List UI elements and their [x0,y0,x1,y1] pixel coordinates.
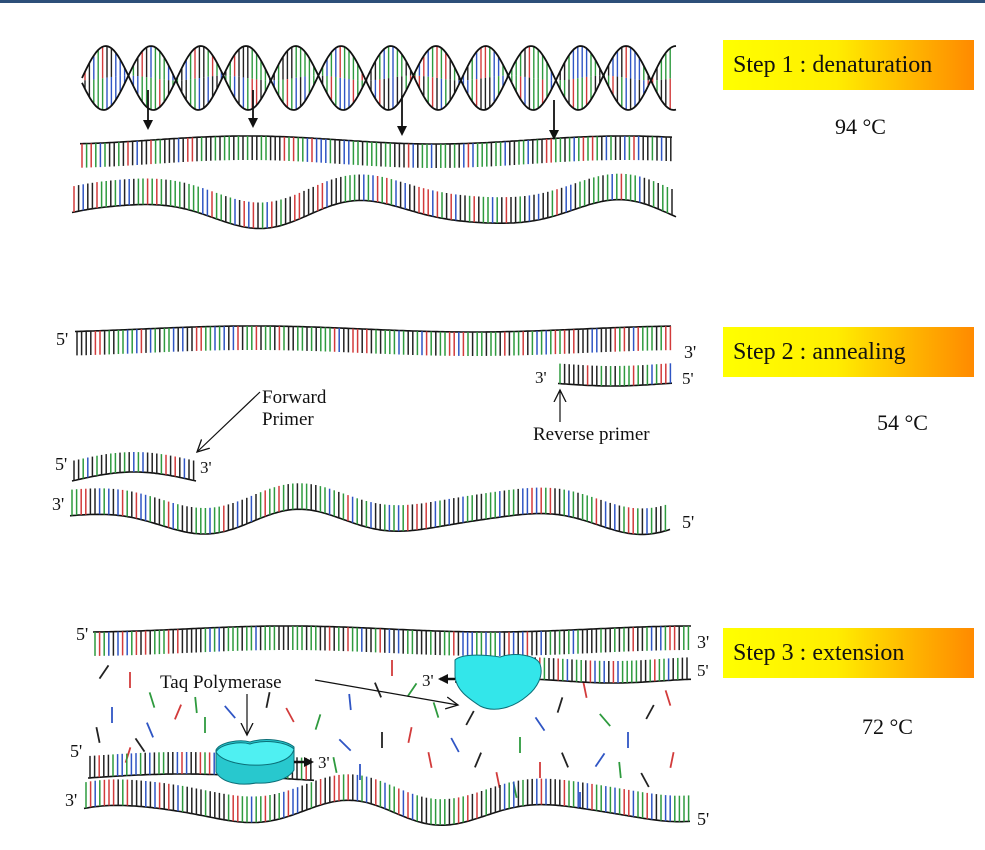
step3-new-3prime: 3' [318,753,330,772]
step1-temperature: 94 °C [835,114,886,139]
step2-top-template-strand [74,325,672,356]
step3-top-template-strand [92,625,691,656]
step3-temperature: 72 °C [862,714,913,739]
step1-label: Step 1 : denaturation [723,40,974,90]
forward-primer-label-line1: Forward [262,387,327,408]
taq-pointer-to-top-enzyme [314,679,458,705]
step2-top-3prime: 3' [684,342,696,362]
step1-top-single-strand [80,135,673,168]
step2-top-5prime: 5' [56,329,68,349]
step2-fwd-5prime: 5' [55,454,67,474]
taq-polymerase-bottom [215,739,295,785]
step2-temperature: 54 °C [877,410,928,435]
taq-polymerase-label: Taq Polymerase [160,672,282,693]
step2-forward-primer [71,452,197,482]
step3-ext-5prime: 5' [697,661,709,680]
step2-bot-3prime: 3' [52,494,64,514]
step3-top-5prime: 5' [76,624,88,644]
top-border-bar [0,0,985,3]
step3-new-5prime: 5' [70,741,82,761]
step2-rev-3prime: 3' [535,368,547,387]
forward-primer-pointer [197,391,261,452]
step1-bottom-single-strand [71,173,677,230]
step2-reverse-primer [557,363,673,387]
reverse-primer-label: Reverse primer [533,424,650,445]
step2-label: Step 2 : annealing [723,327,974,377]
step3-bot-3prime: 3' [65,790,77,810]
step1-double-helix [81,45,677,111]
step1-separation-arrows [143,90,559,140]
step2-bot-5prime: 5' [682,512,694,532]
taq-polymerase-top [454,654,542,710]
step3-top-3prime: 3' [697,632,709,652]
step3-label: Step 3 : extension [723,628,974,678]
step3-bottom-template-strand [83,774,691,826]
step3-ext-3prime: 3' [422,671,434,690]
free-nucleotides [95,660,675,808]
forward-primer-label-line2: Primer [262,409,314,430]
step3-bot-5prime: 5' [697,809,709,829]
step2-bottom-template-strand [69,483,671,536]
step2-rev-5prime: 5' [682,369,694,388]
step2-fwd-3prime: 3' [200,458,212,477]
